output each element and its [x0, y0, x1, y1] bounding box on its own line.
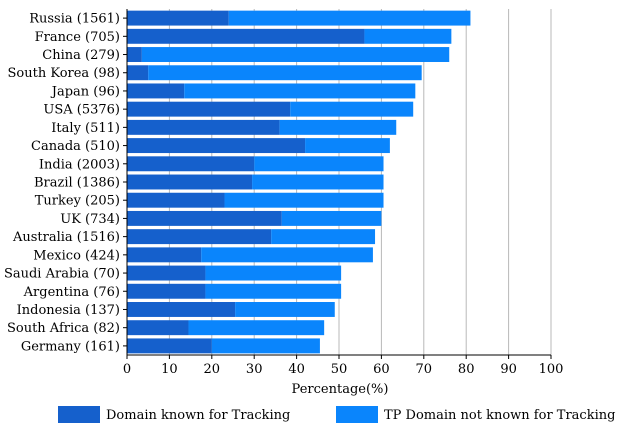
- bar-australia-tracking: [127, 229, 272, 245]
- x-tick-label: 10: [161, 362, 178, 377]
- category-label-mexico: Mexico (424): [33, 248, 120, 263]
- bar-brazil-tracking: [127, 174, 253, 190]
- category-label-russia: Russia (1561): [29, 12, 120, 27]
- bar-turkey-not-tracking: [224, 192, 384, 208]
- category-label-south-korea: South Korea (98): [8, 66, 121, 81]
- bar-usa-tracking: [127, 101, 291, 117]
- x-tick-label: 40: [288, 362, 305, 377]
- bar-australia-not-tracking: [271, 229, 376, 245]
- bar-italy-tracking: [127, 119, 280, 135]
- category-label-argentina: Argentina (76): [23, 285, 120, 300]
- x-tick-label: 30: [246, 362, 263, 377]
- bar-italy-not-tracking: [279, 119, 397, 135]
- category-label-japan: Japan (96): [50, 84, 120, 99]
- bar-indonesia-tracking: [127, 302, 236, 317]
- x-tick-labels: 0 10 20 30 40 50 60 70 80 90 100: [123, 362, 564, 377]
- bar-germany-tracking: [127, 338, 212, 354]
- bar-france-tracking: [127, 28, 365, 44]
- category-label-australia: Australia (1516): [12, 230, 120, 245]
- bar-uk-tracking: [127, 210, 282, 226]
- x-axis-title: Percentage(%): [292, 382, 389, 397]
- bar-canada-tracking: [127, 138, 306, 154]
- bar-china-tracking: [127, 47, 142, 62]
- legend-swatch-not-tracking: [336, 406, 378, 423]
- bar-south-korea-tracking: [127, 65, 149, 81]
- category-label-indonesia: Indonesia (137): [17, 303, 120, 318]
- x-tick-label: 80: [458, 362, 475, 377]
- category-label-china: China (279): [42, 48, 120, 63]
- x-tick-label: 0: [123, 362, 131, 377]
- axes: [123, 9, 552, 359]
- bar-south-africa-not-tracking: [188, 320, 325, 336]
- x-tick-label: 60: [373, 362, 390, 377]
- bar-turkey-tracking: [127, 192, 225, 208]
- bar-japan-not-tracking: [184, 83, 416, 99]
- legend-swatch-tracking: [58, 406, 100, 423]
- bar-indonesia-not-tracking: [235, 302, 335, 317]
- bar-china-not-tracking: [141, 47, 450, 62]
- bar-mexico-tracking: [127, 247, 202, 263]
- bar-japan-tracking: [127, 83, 185, 99]
- category-label-india: India (2003): [39, 157, 120, 172]
- legend-label-not-tracking: TP Domain not known for Tracking: [384, 408, 615, 423]
- bar-argentina-tracking: [127, 283, 206, 299]
- x-tick-label: 70: [416, 362, 433, 377]
- category-label-south-africa: South Africa (82): [7, 321, 120, 336]
- bar-brazil-not-tracking: [252, 174, 384, 190]
- bar-russia-not-tracking: [228, 10, 471, 26]
- category-label-brazil: Brazil (1386): [34, 176, 120, 191]
- bar-germany-not-tracking: [211, 338, 320, 354]
- bar-india-not-tracking: [254, 156, 384, 172]
- bar-argentina-not-tracking: [205, 283, 342, 299]
- bar-mexico-not-tracking: [201, 247, 373, 263]
- bars: [127, 10, 471, 354]
- x-tick-label: 50: [331, 362, 348, 377]
- category-label-italy: Italy (511): [51, 121, 120, 136]
- legend-label-tracking: Domain known for Tracking: [106, 408, 290, 423]
- category-labels: Russia (1561) France (705) China (279) Sout…: [4, 12, 120, 355]
- bar-canada-not-tracking: [305, 138, 390, 154]
- bar-saudi-arabia-not-tracking: [205, 265, 342, 281]
- x-tick-label: 100: [539, 362, 564, 377]
- bar-south-africa-tracking: [127, 320, 189, 336]
- category-label-turkey: Turkey (205): [35, 194, 120, 209]
- category-label-canada: Canada (510): [31, 139, 120, 154]
- bar-south-korea-not-tracking: [148, 65, 422, 81]
- category-label-germany: Germany (161): [21, 339, 120, 354]
- bar-saudi-arabia-tracking: [127, 265, 206, 281]
- bar-india-tracking: [127, 156, 255, 172]
- bar-russia-tracking: [127, 10, 229, 26]
- x-tick-label: 90: [500, 362, 517, 377]
- category-label-usa: USA (5376): [43, 103, 120, 118]
- bar-usa-not-tracking: [290, 101, 414, 117]
- bar-uk-not-tracking: [281, 210, 382, 226]
- category-label-uk: UK (734): [60, 212, 120, 227]
- bar-france-not-tracking: [364, 28, 452, 44]
- category-label-saudi-arabia: Saudi Arabia (70): [4, 267, 120, 282]
- legend: Domain known for Tracking TP Domain not k…: [58, 406, 615, 423]
- x-tick-label: 20: [204, 362, 221, 377]
- category-label-france: France (705): [35, 30, 120, 45]
